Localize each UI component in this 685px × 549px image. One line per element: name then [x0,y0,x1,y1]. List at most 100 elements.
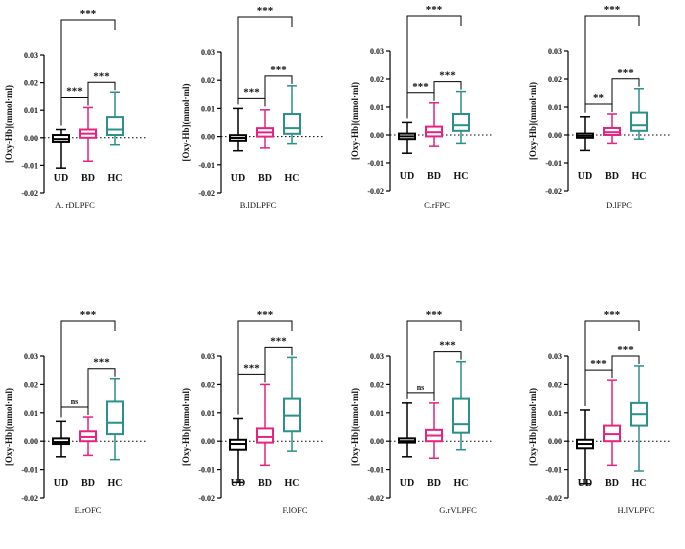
bracket-line [60,19,116,122]
panel-caption: C.rFPC [424,200,450,210]
bracket-line [584,320,640,402]
bracket-line [433,351,462,399]
y-tick-label: 0.02 [24,79,38,88]
y-tick-label: 0.02 [548,380,562,389]
x-category-label: BD [258,173,272,184]
y-tick-label: 0.03 [201,48,215,57]
significance-bracket: *** [237,86,266,107]
box-ud [229,107,247,152]
significance-label: *** [257,5,274,17]
chart-panel-4: 0.03 0.02 0.01 0.00 -0.01 -0.02 [Oxy-Hb](mmol·… [528,4,670,210]
x-category-label: BD [81,478,95,489]
chart-panel-5: 0.03 0.02 0.01 0.00 -0.01 -0.02 [Oxy-Hb](mmol·… [4,309,146,515]
y-tick-label: -0.01 [198,161,215,170]
bracket-line [60,96,89,126]
x-category-label: UD [400,171,414,182]
panel-caption: G.rVLPFC [439,505,477,515]
chart-panel-8: 0.03 0.02 0.01 0.00 -0.01 -0.02 [Oxy-Hb](mmol·… [528,309,670,515]
y-tick-label: 0.03 [24,352,38,361]
significance-bracket: *** [406,4,462,115]
y-tick-label: 0.00 [24,437,38,446]
y-tick-label: 0.00 [24,134,38,143]
y-tick-label: 0.02 [201,76,215,85]
significance-label: *** [604,309,621,321]
x-category-label: HC [108,478,123,489]
y-tick-label: 0.01 [201,409,215,418]
box-ud [576,409,594,485]
y-tick-label: -0.02 [21,189,38,198]
panel-caption: E.rOFC [75,505,102,515]
x-category-label: UD [231,478,245,489]
x-category-label: HC [454,171,469,182]
box-ud [398,402,416,458]
y-tick-label: 0.00 [548,131,562,140]
significance-bracket: *** [87,70,116,104]
bracket-line [264,75,293,106]
y-tick-label: 0.02 [548,75,562,84]
box-bd [256,383,274,467]
x-category-label: HC [285,173,300,184]
x-category-label: HC [285,478,300,489]
box-bd [425,102,443,147]
significance-bracket: ns [406,383,435,401]
significance-bracket: *** [584,309,640,402]
chart-panel-2: 0.03 0.02 0.01 0.00 -0.01 -0.02 [Oxy-Hb](mmol·… [181,5,323,210]
y-tick-label: 0.00 [548,437,562,446]
y-tick-label: -0.02 [21,494,38,503]
y-tick-label: -0.02 [545,494,562,503]
significance-bracket: *** [611,67,640,110]
significance-bracket: *** [611,344,640,377]
y-tick-label: 0.02 [24,380,38,389]
box-hc [106,377,124,461]
y-tick-label: -0.01 [545,466,562,475]
y-axis-label: [Oxy-Hb](mmol·ml) [181,84,191,162]
significance-bracket: *** [237,362,266,415]
significance-label: *** [66,85,83,97]
significance-bracket: *** [237,309,293,411]
significance-label: *** [604,4,621,16]
significance-label: *** [80,8,97,20]
box-hc [630,88,648,140]
y-tick-label: 0.02 [370,380,384,389]
x-category-label: BD [81,173,95,184]
y-axis-label: [Oxy-Hb](mmol·ml) [181,388,191,466]
significance-label: *** [270,335,287,347]
bracket-line [584,103,613,113]
box-ud [52,420,70,458]
panel-caption: A. rDLPFC [55,200,95,210]
significance-label: *** [270,64,287,76]
bracket-line [611,78,640,110]
panel-caption: H.lVLPFC [617,505,654,515]
significance-bracket: *** [433,70,462,99]
y-axis-label: [Oxy-Hb](mmol·ml) [4,85,14,163]
y-tick-label: 0.01 [24,409,38,418]
iqr-box [106,400,124,436]
significance-label: *** [243,86,260,98]
box-ud [52,128,70,169]
y-tick-label: 0.03 [370,47,384,56]
y-tick-label: 0.02 [370,75,384,84]
bracket-line [406,392,435,401]
y-tick-label: 0.01 [370,103,384,112]
significance-label: *** [243,362,260,374]
bracket-line [406,92,435,119]
bracket-line [87,81,116,104]
significance-label: *** [257,309,274,321]
box-ud [398,121,416,154]
significance-label: ns [417,383,425,392]
significance-label: *** [80,309,97,321]
y-tick-label: 0.01 [24,106,38,115]
box-bd [603,113,621,145]
x-category-label: UD [578,171,592,182]
x-category-label: BD [605,171,619,182]
y-tick-label: -0.02 [198,494,215,503]
bracket-line [60,320,116,414]
x-category-label: BD [427,478,441,489]
bracket-line [433,81,462,99]
significance-bracket: *** [406,81,435,119]
y-tick-label: 0.03 [548,47,562,56]
significance-bracket: ** [584,92,613,113]
x-category-label: HC [632,171,647,182]
significance-bracket: *** [433,340,462,399]
